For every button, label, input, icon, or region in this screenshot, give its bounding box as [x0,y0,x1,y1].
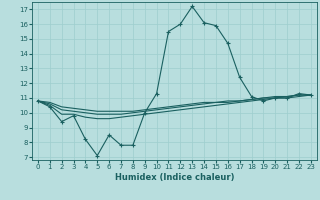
X-axis label: Humidex (Indice chaleur): Humidex (Indice chaleur) [115,173,234,182]
